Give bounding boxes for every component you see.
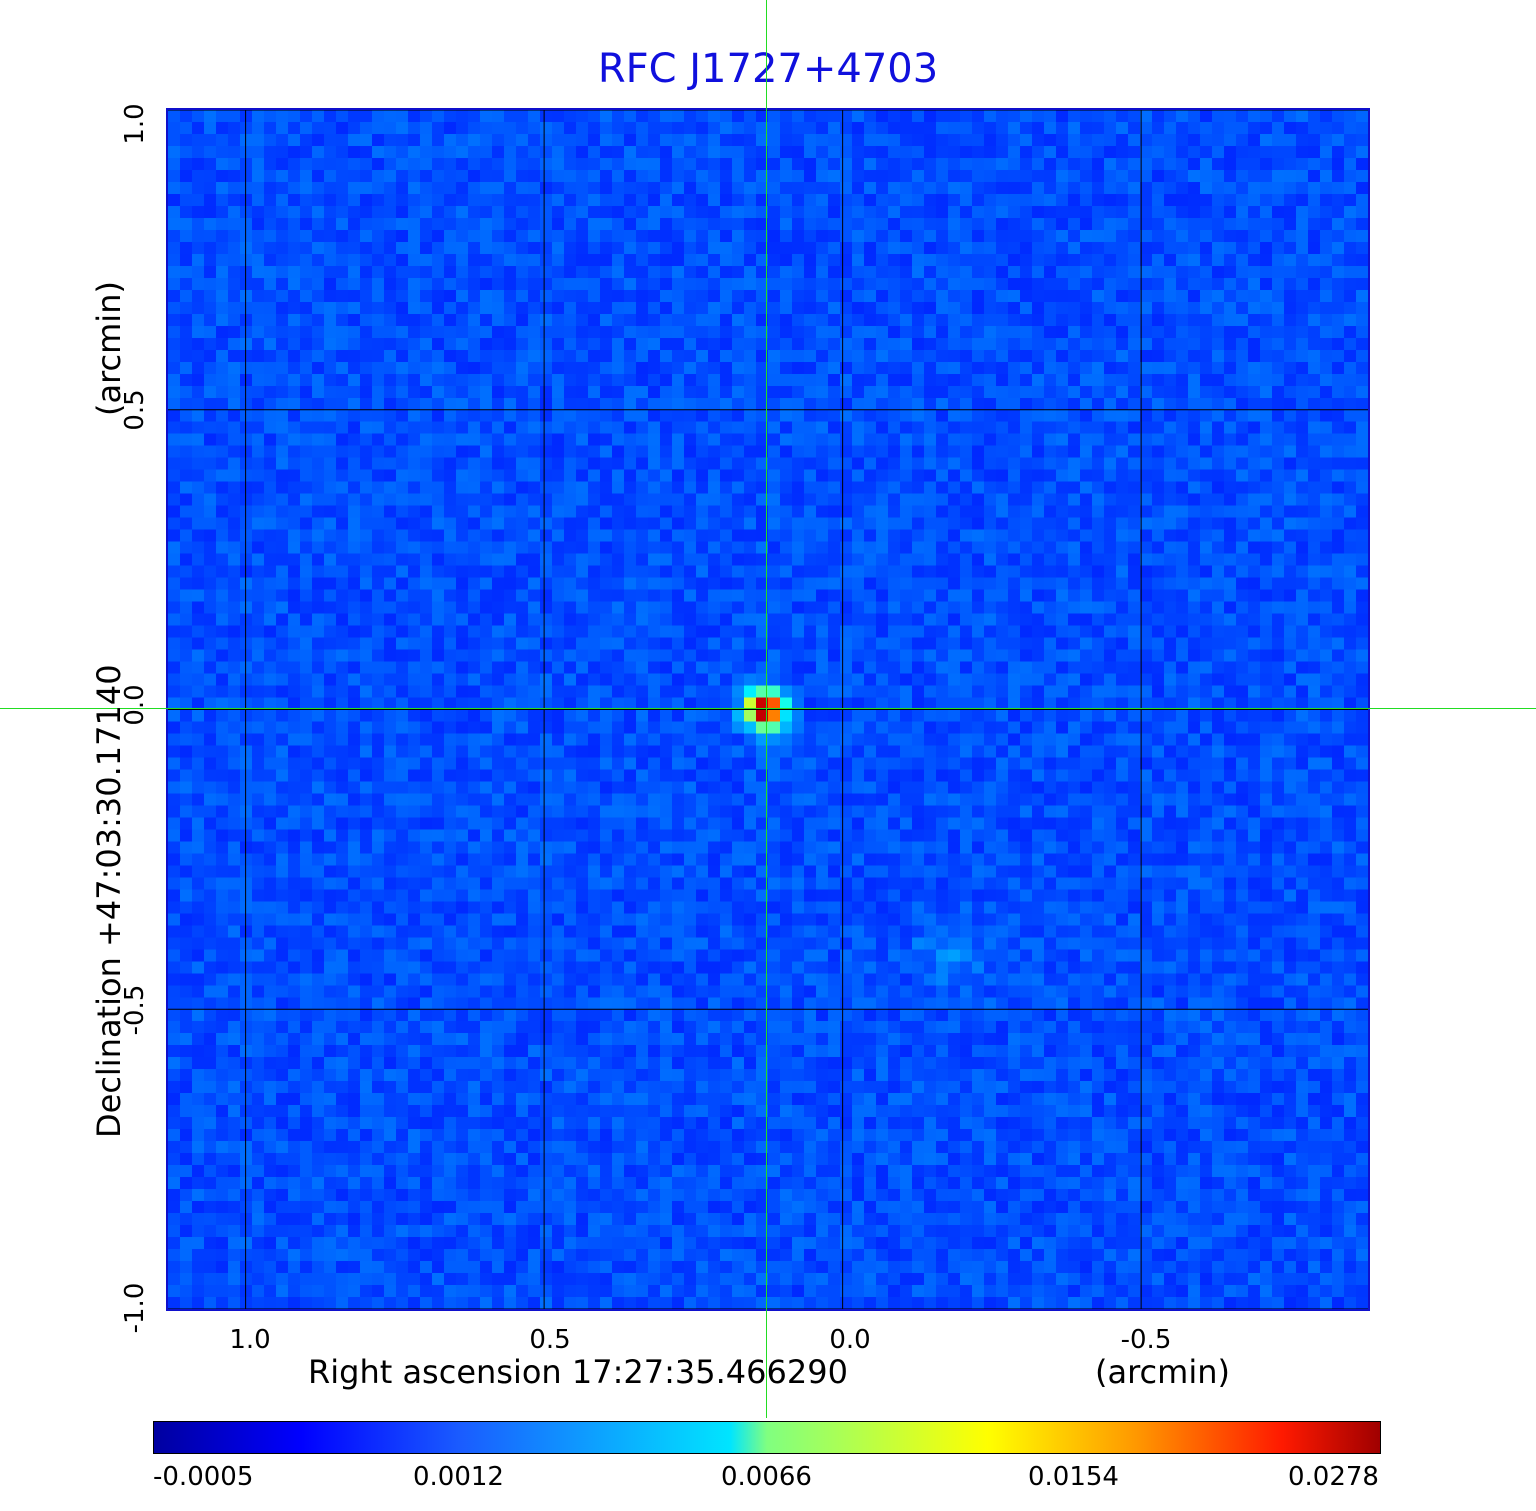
- colorbar-tick-label: 0.0066: [721, 1462, 812, 1492]
- x-tick-label: -0.5: [1120, 1325, 1172, 1355]
- colorbar-tick-label: 0.0154: [1028, 1462, 1119, 1492]
- image-frame: [166, 108, 1370, 1311]
- y-axis-unit: (arcmin): [90, 281, 128, 416]
- y-tick-label: -1.0: [120, 1282, 150, 1334]
- y-tick-label: 1.0: [120, 103, 150, 145]
- x-axis-label: Right ascension 17:27:35.466290: [308, 1353, 848, 1391]
- x-tick-label: 0.5: [529, 1325, 571, 1355]
- crosshair-horizontal: [0, 708, 1536, 709]
- x-tick-label: 0.0: [829, 1325, 871, 1355]
- x-tick-label: 1.0: [229, 1325, 271, 1355]
- colorbar: [153, 1421, 1381, 1454]
- colorbar-tick-label: 0.0012: [413, 1462, 504, 1492]
- x-axis-unit: (arcmin): [1095, 1353, 1230, 1391]
- colorbar-tick-label: 0.0278: [1288, 1462, 1379, 1492]
- colorbar-tick-label: -0.0005: [153, 1462, 254, 1492]
- coordinate-grid: [168, 110, 1368, 1309]
- y-axis-label: Declination +47:03:30.17140: [90, 664, 128, 1138]
- crosshair-vertical: [766, 0, 767, 1418]
- chart-title: RFC J1727+4703: [597, 46, 939, 92]
